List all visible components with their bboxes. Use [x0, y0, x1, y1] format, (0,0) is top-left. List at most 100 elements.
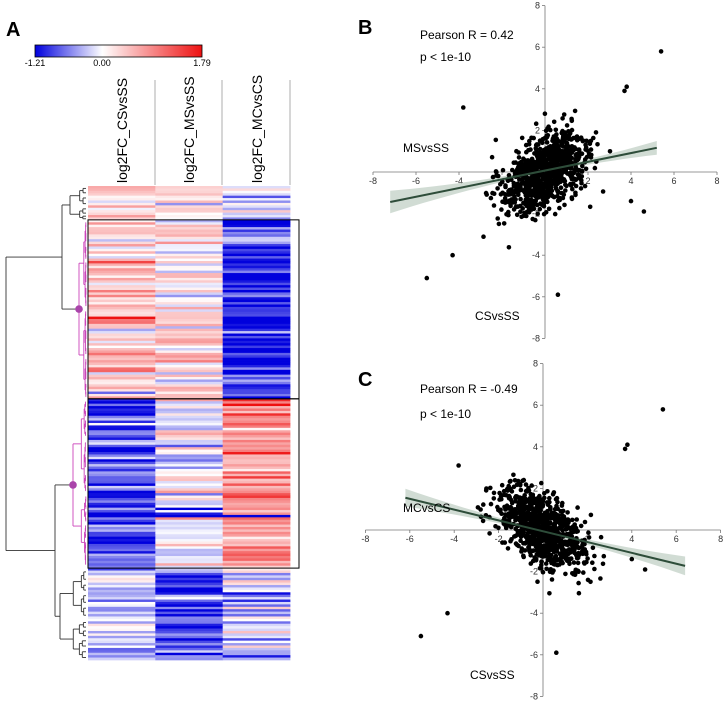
- scatter-point: [501, 221, 507, 226]
- heatmap-cell: [222, 539, 291, 542]
- heatmap-cell: [222, 468, 291, 472]
- scatter-point: [521, 554, 526, 560]
- heatmap-cell: [222, 198, 291, 201]
- scatter-point: [500, 190, 505, 196]
- scatter-point: [508, 203, 513, 209]
- y-tick-label: 2: [535, 125, 540, 135]
- scatter-point: [523, 496, 528, 502]
- scatter-point: [532, 537, 538, 542]
- heatmap-cell: [155, 360, 224, 363]
- scatter-point: [660, 407, 666, 412]
- scatter-point: [424, 275, 430, 281]
- scatter-point: [556, 190, 561, 195]
- heatmap-cell: [88, 657, 156, 661]
- scatter-point: [526, 485, 531, 491]
- heatmap-cell: [155, 241, 224, 245]
- scatter-point: [570, 525, 575, 531]
- scatter-point: [530, 558, 536, 564]
- heatmap-cell: [155, 456, 224, 460]
- heatmap-cell: [88, 294, 156, 298]
- scatter-point: [573, 190, 578, 196]
- scatter-point: [497, 490, 502, 496]
- scatter-point: [570, 571, 575, 576]
- scatter-point: [551, 568, 556, 573]
- scatter-point: [534, 165, 539, 171]
- heatmap-cell: [155, 575, 224, 579]
- scatter-point: [519, 214, 524, 220]
- scatter-point: [511, 184, 517, 189]
- scatter-point: [418, 633, 424, 639]
- heatmap-cell: [88, 389, 156, 392]
- heatmap-cell: [88, 393, 156, 397]
- heatmap-cell: [88, 398, 156, 402]
- heatmap-cell: [222, 364, 291, 368]
- heatmap-cell: [88, 369, 156, 373]
- scatter-point: [588, 155, 594, 160]
- scatter-point: [559, 130, 564, 136]
- heatmap-cell: [88, 338, 156, 342]
- heatmap-cell: [88, 268, 156, 271]
- scatter-point: [566, 551, 571, 557]
- heatmap-cell: [88, 609, 156, 612]
- heatmap-cell: [155, 268, 224, 271]
- scatter-point: [535, 161, 540, 166]
- heatmap-cell: [88, 543, 156, 547]
- heatmap-cell: [155, 548, 224, 552]
- scatter-point: [520, 206, 525, 211]
- heatmap-cell: [222, 473, 291, 477]
- heatmap-cell: [88, 323, 156, 327]
- heatmap-cell: [88, 289, 156, 293]
- heatmap-cell: [88, 348, 156, 351]
- heatmap-cell: [88, 418, 156, 421]
- heatmap-cell: [155, 539, 224, 542]
- heatmap-cell: [155, 459, 224, 463]
- scatter-point: [565, 542, 570, 548]
- scatter-point: [557, 551, 563, 557]
- heatmap-cell: [222, 289, 291, 293]
- scatter-point: [563, 130, 568, 136]
- heatmap-cell: [155, 234, 224, 238]
- heatmap-cell: [88, 379, 156, 383]
- heatmap-cell: [88, 536, 156, 540]
- scatter-point: [542, 111, 548, 116]
- scatter-point: [543, 210, 549, 215]
- x-tick-label: -6: [412, 176, 420, 186]
- heatmap-cell: [155, 655, 224, 658]
- scatter-point: [528, 534, 533, 540]
- heatmap-cell: [222, 319, 291, 322]
- heatmap-cell: [155, 348, 224, 351]
- heatmap-cell: [88, 299, 156, 303]
- scatter-point: [507, 494, 512, 500]
- heatmap-cell: [155, 500, 224, 504]
- heatmap-cell: [88, 316, 156, 320]
- scatter-point: [498, 182, 503, 187]
- heatmap-cell: [222, 645, 291, 649]
- scatter-point: [583, 166, 589, 172]
- scatter-point: [563, 571, 568, 577]
- scatter-point: [565, 517, 571, 522]
- heatmap-cell: [222, 541, 291, 545]
- scatter-point: [510, 190, 516, 195]
- scatter-point: [510, 512, 515, 518]
- heatmap-cell: [88, 449, 156, 453]
- scatter-point: [495, 173, 501, 179]
- y-tick-label: 2: [533, 483, 538, 493]
- heatmap-cell: [222, 333, 291, 337]
- heatmap-cell: [155, 497, 224, 501]
- heatmap-cell: [155, 599, 224, 603]
- scatter-point: [484, 192, 490, 197]
- x-tick-label: -8: [361, 534, 369, 544]
- heatmap-cell: [155, 270, 224, 274]
- heatmap-cell: [222, 357, 291, 361]
- cluster-boxes: [87, 219, 300, 569]
- scatter-point: [545, 164, 551, 170]
- heatmap-column-label: log2FC_MCvsCS: [249, 75, 265, 183]
- scatter-point: [506, 245, 512, 250]
- heatmap-cell: [88, 447, 156, 450]
- scatter-point: [574, 555, 580, 561]
- heatmap-cell: [155, 604, 224, 608]
- heatmap-cell: [155, 304, 224, 308]
- heatmap-cell: [155, 415, 224, 419]
- heatmap-cell: [155, 594, 224, 598]
- scatter-point: [507, 198, 512, 203]
